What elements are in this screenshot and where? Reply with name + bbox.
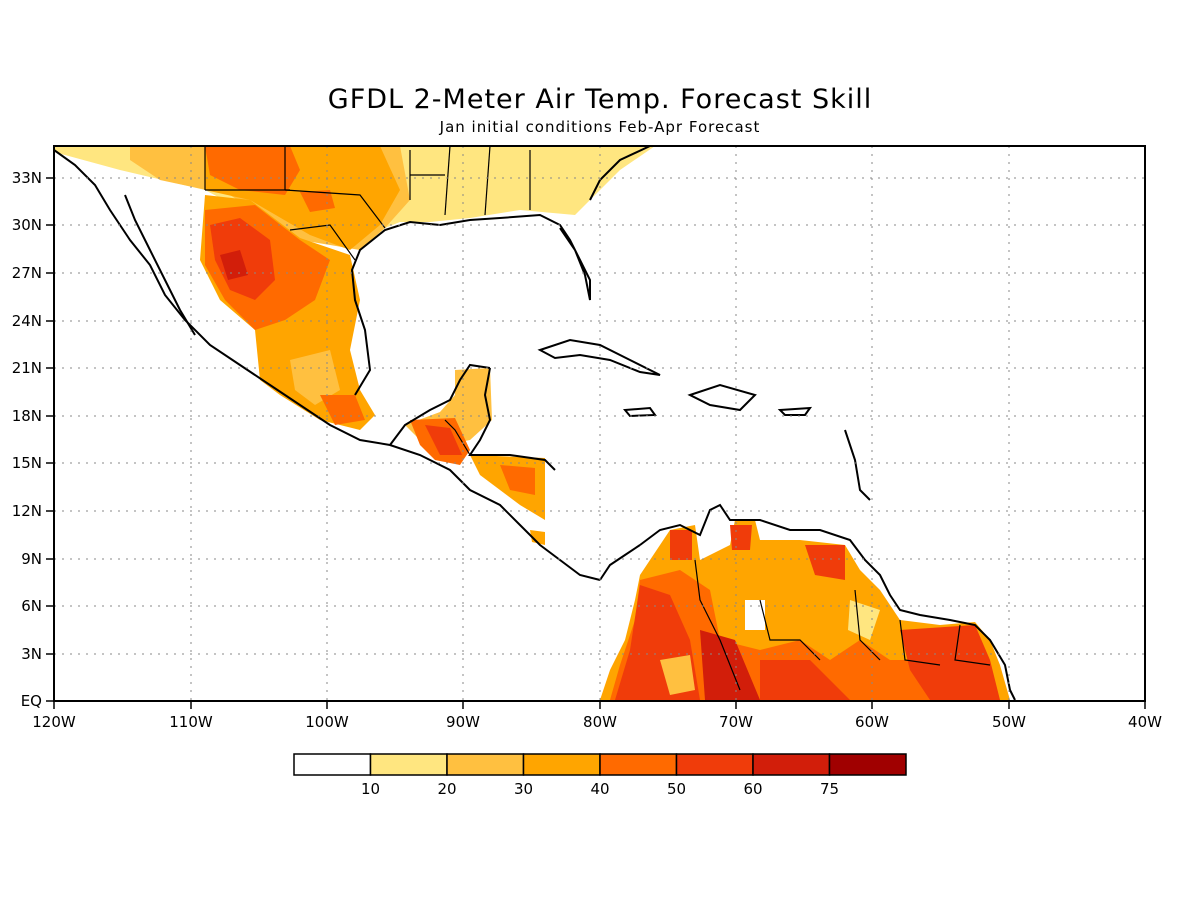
lat-label: EQ — [21, 692, 42, 710]
lat-label: 12N — [12, 502, 42, 520]
legend-swatch — [828, 753, 907, 776]
east-us-coastline — [589, 146, 651, 201]
south-america-coastline — [639, 503, 1016, 701]
legend-swatch — [752, 753, 831, 776]
map-title: GFDL 2-Meter Air Temp. Forecast Skill — [327, 84, 873, 115]
gulf-coastline — [350, 213, 591, 396]
north-america-coastline — [54, 149, 601, 581]
legend-label: 20 — [437, 780, 456, 798]
map-grid — [54, 146, 1145, 701]
lon-label: 50W — [992, 713, 1026, 731]
legend-label: 75 — [820, 780, 839, 798]
hispaniola-coastline — [687, 383, 757, 412]
lat-label: 24N — [12, 312, 42, 330]
legend-swatch — [446, 753, 525, 776]
cuba-coastline — [537, 338, 661, 376]
lat-label: 33N — [12, 169, 42, 187]
legend-label: 60 — [743, 780, 762, 798]
legend-swatch — [369, 753, 448, 776]
lon-label: 110W — [169, 713, 213, 731]
lon-label: 40W — [1128, 713, 1162, 731]
jamaica-coastline — [622, 406, 657, 418]
skill-shading — [54, 146, 1010, 700]
coastlines — [54, 146, 1016, 701]
lon-label: 70W — [719, 713, 753, 731]
lat-label: 15N — [12, 454, 42, 472]
legend-label: 40 — [590, 780, 609, 798]
lon-label: 100W — [305, 713, 349, 731]
legend-label: 10 — [361, 780, 380, 798]
legend-swatch — [522, 753, 601, 776]
longitude-labels: 120W 110W 100W 90W 80W 70W 60W 50W 40W — [32, 713, 1162, 731]
legend-label: 30 — [514, 780, 533, 798]
lat-label: 30N — [12, 216, 42, 234]
lon-label: 90W — [446, 713, 480, 731]
lon-label: 120W — [32, 713, 76, 731]
latitude-labels: EQ 3N 6N 9N 12N 15N 18N 21N 24N 27N 30N … — [12, 169, 42, 710]
lat-label: 27N — [12, 264, 42, 282]
legend-swatch — [293, 753, 372, 776]
lon-label: 80W — [583, 713, 617, 731]
color-legend: 10 20 30 40 50 60 75 — [293, 753, 907, 798]
legend-label: 50 — [667, 780, 686, 798]
tick-marks — [46, 177, 1146, 709]
lon-label: 60W — [855, 713, 889, 731]
lat-label: 21N — [12, 359, 42, 377]
baja-coastline — [124, 194, 196, 336]
map-subtitle: Jan initial conditions Feb-Apr Forecast — [439, 118, 761, 136]
political-borders — [204, 146, 991, 691]
lat-label: 18N — [12, 407, 42, 425]
lat-label: 6N — [21, 597, 42, 615]
lat-label: 3N — [21, 645, 42, 663]
legend-swatch — [675, 753, 754, 776]
lat-label: 9N — [21, 550, 42, 568]
legend-swatch — [599, 753, 678, 776]
